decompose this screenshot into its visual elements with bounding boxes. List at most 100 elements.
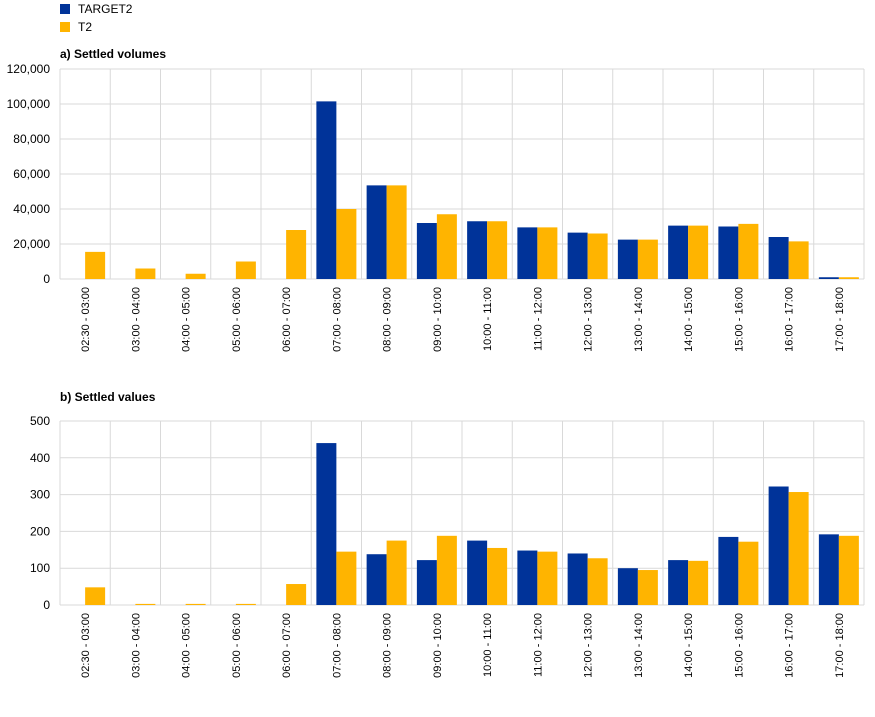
values-bar-t2-0 bbox=[85, 587, 106, 605]
values-x-tick-label: 15:00 - 16:00 bbox=[733, 613, 745, 678]
volumes-bar-target2-12 bbox=[668, 225, 689, 279]
values-bar-t2-14 bbox=[788, 492, 809, 605]
chart-title-volumes: a) Settled volumes bbox=[60, 47, 167, 61]
volumes-bar-t2-14 bbox=[788, 241, 809, 279]
values-x-tick-label: 10:00 - 11:00 bbox=[482, 613, 494, 677]
volumes-bar-target2-10 bbox=[567, 232, 588, 279]
volumes-bar-target2-11 bbox=[617, 239, 638, 279]
volumes-bar-t2-8 bbox=[487, 221, 508, 279]
values-y-tick-label: 500 bbox=[30, 414, 50, 428]
legend-swatch-target2 bbox=[60, 4, 70, 14]
values-bar-t2-1 bbox=[135, 603, 156, 605]
volumes-bar-t2-5 bbox=[336, 209, 357, 279]
values-bar-target2-11 bbox=[617, 568, 638, 605]
values-bar-target2-9 bbox=[517, 550, 538, 605]
values-bar-target2-15 bbox=[818, 534, 839, 605]
volumes-bar-target2-7 bbox=[416, 223, 437, 279]
chart-title-values: b) Settled values bbox=[60, 390, 156, 404]
volumes-bar-target2-8 bbox=[467, 221, 488, 279]
values-x-tick-label: 05:00 - 06:00 bbox=[231, 613, 243, 678]
values-bar-t2-11 bbox=[637, 570, 658, 605]
volumes-bar-t2-3 bbox=[235, 261, 256, 279]
legend-label-t2: T2 bbox=[78, 20, 93, 34]
volumes-bar-t2-7 bbox=[436, 214, 457, 279]
volumes-y-tick-label: 0 bbox=[43, 272, 50, 286]
values-bar-t2-2 bbox=[185, 603, 206, 605]
volumes-bar-t2-0 bbox=[85, 251, 106, 279]
values-x-tick-label: 16:00 - 17:00 bbox=[784, 613, 796, 678]
values-x-tick-label: 14:00 - 15:00 bbox=[683, 613, 695, 678]
values-x-tick-label: 09:00 - 10:00 bbox=[432, 613, 444, 678]
values-bar-t2-3 bbox=[235, 603, 256, 605]
volumes-x-tick-label: 02:30 - 03:00 bbox=[80, 287, 92, 352]
values-bar-t2-8 bbox=[487, 547, 508, 605]
values-x-tick-label: 02:30 - 03:00 bbox=[80, 613, 92, 678]
legend-item-target2: TARGET2 bbox=[60, 0, 132, 18]
volumes-x-tick-label: 15:00 - 16:00 bbox=[733, 287, 745, 352]
volumes-x-tick-label: 10:00 - 11:00 bbox=[482, 287, 494, 351]
volumes-x-tick-label: 06:00 - 07:00 bbox=[281, 287, 293, 352]
values-bar-t2-10 bbox=[587, 558, 608, 605]
values-x-tick-label: 07:00 - 08:00 bbox=[331, 613, 343, 678]
values-bar-t2-6 bbox=[386, 540, 407, 605]
volumes-bar-t2-1 bbox=[135, 268, 156, 279]
volumes-bar-t2-9 bbox=[537, 227, 558, 279]
volumes-x-tick-label: 16:00 - 17:00 bbox=[784, 287, 796, 352]
values-bar-target2-14 bbox=[768, 486, 789, 605]
volumes-x-tick-label: 08:00 - 09:00 bbox=[382, 287, 394, 352]
values-bar-target2-5 bbox=[316, 443, 337, 605]
volumes-chart: 0 20,000 40,000 60,000 80,000 100,000 120,000 0… bbox=[7, 62, 865, 352]
values-y-tick-label: 100 bbox=[30, 561, 50, 575]
volumes-bar-target2-5 bbox=[316, 101, 337, 279]
values-x-tick-label: 03:00 - 04:00 bbox=[130, 613, 142, 678]
values-x-tick-label: 06:00 - 07:00 bbox=[281, 613, 293, 678]
values-x-tick-label: 08:00 - 09:00 bbox=[382, 613, 394, 678]
values-y-tick-label: 300 bbox=[30, 488, 50, 502]
volumes-y-tick-label: 60,000 bbox=[13, 167, 50, 181]
volumes-bar-t2-6 bbox=[386, 185, 407, 279]
values-x-tick-label: 12:00 - 13:00 bbox=[583, 613, 595, 678]
values-bar-t2-7 bbox=[436, 535, 457, 605]
volumes-y-tick-label: 100,000 bbox=[7, 97, 51, 111]
volumes-bar-t2-13 bbox=[738, 223, 759, 279]
values-bar-t2-13 bbox=[738, 541, 759, 605]
volumes-x-tick-label: 12:00 - 13:00 bbox=[583, 287, 595, 352]
volumes-x-tick-label: 14:00 - 15:00 bbox=[683, 287, 695, 352]
values-bar-target2-12 bbox=[668, 560, 689, 605]
values-bar-t2-5 bbox=[336, 551, 357, 605]
volumes-x-tick-label: 17:00 - 18:00 bbox=[834, 287, 846, 352]
values-bar-t2-12 bbox=[688, 560, 709, 605]
legend-swatch-t2 bbox=[60, 22, 70, 32]
values-bar-target2-10 bbox=[567, 553, 588, 605]
volumes-x-tick-label: 03:00 - 04:00 bbox=[130, 287, 142, 352]
values-bar-target2-7 bbox=[416, 560, 437, 605]
volumes-x-tick-label: 07:00 - 08:00 bbox=[331, 287, 343, 352]
volumes-bar-t2-15 bbox=[838, 277, 859, 279]
values-x-tick-label: 17:00 - 18:00 bbox=[834, 613, 846, 678]
values-bar-target2-8 bbox=[467, 540, 488, 605]
volumes-bar-t2-11 bbox=[637, 239, 658, 279]
volumes-x-tick-label: 13:00 - 14:00 bbox=[633, 287, 645, 352]
values-y-tick-label: 400 bbox=[30, 451, 50, 465]
volumes-x-tick-label: 11:00 - 12:00 bbox=[532, 287, 544, 351]
volumes-y-tick-label: 80,000 bbox=[13, 132, 50, 146]
legend-item-t2: T2 bbox=[60, 18, 132, 36]
values-bar-t2-9 bbox=[537, 551, 558, 605]
values-x-tick-label: 11:00 - 12:00 bbox=[532, 613, 544, 677]
legend-label-target2: TARGET2 bbox=[78, 2, 133, 16]
volumes-x-tick-label: 09:00 - 10:00 bbox=[432, 287, 444, 352]
volumes-y-tick-label: 120,000 bbox=[7, 62, 51, 76]
volumes-y-tick-label: 40,000 bbox=[13, 202, 50, 216]
volumes-x-tick-label: 05:00 - 06:00 bbox=[231, 287, 243, 352]
values-bar-target2-6 bbox=[366, 554, 387, 605]
volumes-bar-t2-10 bbox=[587, 233, 608, 279]
volumes-bar-target2-15 bbox=[818, 277, 839, 279]
volumes-bar-target2-9 bbox=[517, 227, 538, 279]
values-x-tick-label: 13:00 - 14:00 bbox=[633, 613, 645, 678]
volumes-bar-t2-2 bbox=[185, 273, 206, 279]
volumes-bar-t2-4 bbox=[286, 230, 307, 279]
legend: TARGET2 T2 bbox=[60, 0, 132, 36]
values-bar-target2-13 bbox=[718, 536, 739, 605]
volumes-bar-target2-14 bbox=[768, 237, 789, 279]
values-x-tick-label: 04:00 - 05:00 bbox=[181, 613, 193, 678]
